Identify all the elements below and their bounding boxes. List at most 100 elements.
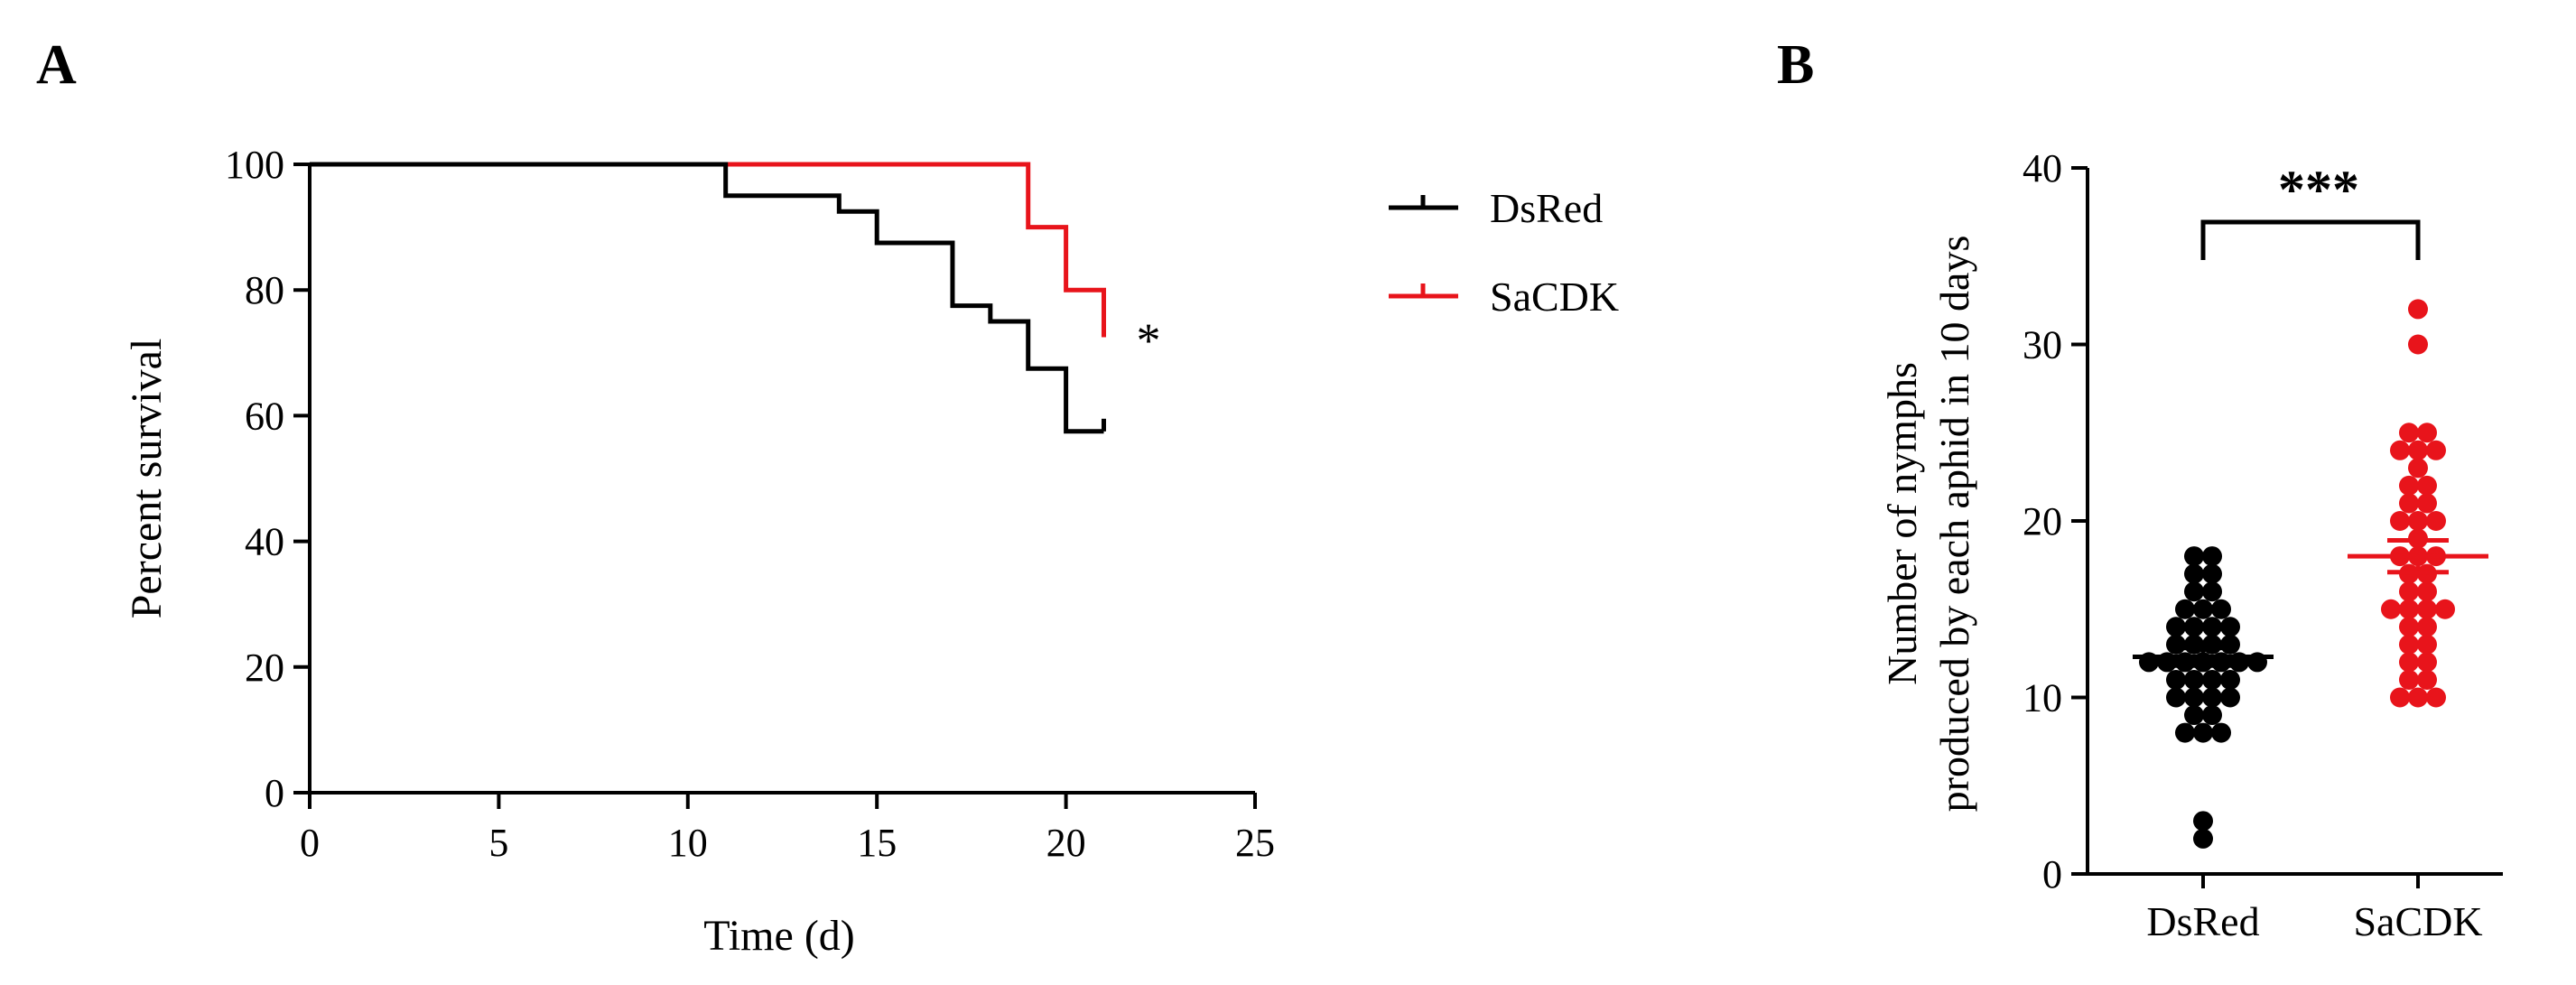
nymph-point-dsred [2166,617,2186,637]
nymph-point-dsred [2211,722,2231,743]
nymph-x-tick-label: DsRed [2146,898,2259,944]
nymph-point-sacdk [2399,475,2419,496]
nymph-y-label-line2: produced by each aphid in 10 days [1931,236,1977,813]
nymph-y-ticks: 0 10 20 30 40 [2023,146,2088,897]
survival-line-dsred [310,162,1104,434]
nymph-point-dsred [2166,687,2186,708]
nymph-x-ticks: DsRed SaCDK [2146,874,2483,944]
nymph-point-sacdk [2417,599,2437,619]
nymph-significance-bracket [2200,219,2421,260]
nymph-point-sacdk [2399,652,2419,673]
nymph-point-sacdk [2417,617,2437,637]
survival-y-tick-label: 80 [245,268,284,312]
nymph-point-sacdk [2408,299,2428,320]
nymph-point-dsred [2202,563,2222,584]
nymph-point-sacdk [2417,581,2437,602]
nymph-point-sacdk [2426,440,2446,460]
nymph-point-sacdk [2390,511,2410,531]
nymph-point-sacdk [2426,511,2446,531]
nymph-y-tick-label: 20 [2023,499,2062,544]
nymph-point-sacdk [2390,687,2410,708]
nymph-point-dsred [2202,546,2222,567]
nymph-point-dsred [2184,687,2204,708]
nymph-point-dsred [2184,546,2204,567]
nymph-point-dsred [2175,599,2195,619]
nymph-point-sacdk [2399,669,2419,690]
nymph-y-tick-label: 30 [2023,323,2062,367]
nymph-point-sacdk [2417,475,2437,496]
nymph-point-dsred [2184,705,2204,726]
survival-x-tick-label: 10 [668,821,708,865]
survival-y-label: Percent survival [123,339,171,619]
nymph-point-sacdk [2417,669,2437,690]
nymph-point-sacdk [2435,599,2455,619]
nymph-point-dsred [2220,669,2240,690]
nymph-y-tick-label: 0 [2042,852,2062,897]
nymph-point-dsred [2184,617,2204,637]
nymph-points [2139,299,2455,849]
survival-y-tick-label: 100 [225,143,284,187]
survival-x-tick-label: 15 [857,821,897,865]
survival-y-tick-label: 60 [245,394,284,438]
nymph-point-dsred [2202,581,2222,602]
survival-y-tick-label: 40 [245,520,284,564]
nymph-point-dsred [2202,669,2222,690]
nymph-y-tick-label: 10 [2023,676,2062,720]
survival-y-ticks: 0 20 40 60 80 100 [225,143,310,815]
survival-line-sacdk [310,162,1106,338]
nymph-point-sacdk [2417,652,2437,673]
nymph-point-sacdk [2417,634,2437,655]
survival-x-tick-label: 25 [1235,821,1275,865]
nymph-point-dsred [2193,722,2213,743]
nymph-point-sacdk [2399,493,2419,514]
nymph-point-dsred [2193,811,2213,832]
nymph-point-sacdk [2399,599,2419,619]
survival-axes [308,164,1255,795]
nymph-point-sacdk [2399,617,2419,637]
nymph-point-sacdk [2417,493,2437,514]
nymph-y-label-line1: Number of nymphs [1879,362,1925,685]
nymph-x-tick-label: SaCDK [2353,898,2482,944]
nymph-point-sacdk [2381,599,2401,619]
nymph-point-dsred [2184,563,2204,584]
nymph-point-sacdk [2399,634,2419,655]
nymph-point-dsred [2220,617,2240,637]
nymph-point-sacdk [2399,423,2419,443]
legend-label-dsred: DsRed [1490,185,1603,231]
survival-x-tick-label: 20 [1046,821,1086,865]
nymph-point-dsred [2166,669,2186,690]
nymph-point-sacdk [2408,334,2428,355]
survival-x-ticks: 0 5 10 15 20 25 [300,793,1275,865]
survival-significance: * [1137,313,1161,367]
nymph-point-dsred [2166,634,2186,655]
nymph-point-dsred [2184,581,2204,602]
nymph-point-sacdk [2408,458,2428,479]
nymph-point-sacdk [2426,687,2446,708]
nymph-dot-plot: 0 10 20 30 40 DsRed SaCDK Number of nymphs pr… [1879,146,2503,944]
nymph-point-sacdk [2408,440,2428,460]
nymph-point-dsred [2211,599,2231,619]
nymph-point-sacdk [2399,581,2419,602]
nymph-point-sacdk [2408,511,2428,531]
nymph-point-dsred [2193,599,2213,619]
survival-x-label: Time (d) [703,912,855,960]
survival-x-tick-label: 0 [300,821,320,865]
nymph-point-dsred [2193,828,2213,849]
nymph-significance: *** [2278,160,2359,219]
nymph-point-dsred [2175,722,2195,743]
survival-legend: DsRed SaCDK [1389,185,1619,320]
survival-series [310,162,1106,434]
nymph-point-dsred [2202,705,2222,726]
nymph-point-sacdk [2390,440,2410,460]
nymph-point-sacdk [2417,423,2437,443]
nymph-bracket [2200,219,2421,260]
panel-a-label: A [36,34,77,96]
nymph-y-tick-label: 40 [2023,146,2062,190]
nymph-point-dsred [2202,687,2222,708]
nymph-point-sacdk [2408,687,2428,708]
survival-chart: 0 5 10 15 20 25 0 20 40 60 80 100 Time (d) Percent… [123,143,1619,960]
survival-y-tick-label: 20 [245,646,284,690]
panel-b-label: B [1777,34,1814,96]
nymph-point-dsred [2220,634,2240,655]
